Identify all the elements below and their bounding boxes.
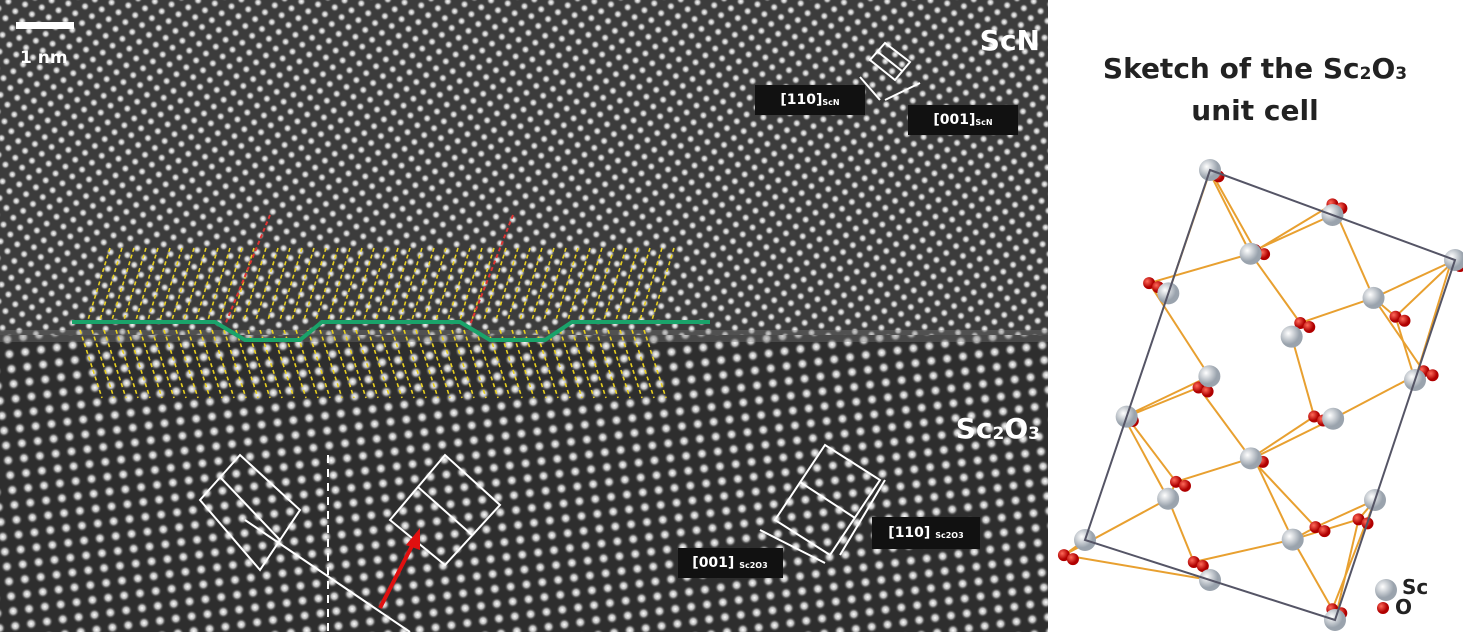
bond xyxy=(1292,337,1314,417)
legend-sc-symbol xyxy=(1375,579,1397,601)
o-atom xyxy=(1067,553,1079,565)
cell-box xyxy=(1085,170,1455,620)
legend-o-symbol xyxy=(1377,602,1389,614)
bond xyxy=(1251,458,1316,527)
bond xyxy=(1254,458,1293,540)
bond xyxy=(1251,254,1301,323)
phase-label-part: O xyxy=(1004,412,1028,445)
direction-label-part: [110] xyxy=(888,525,935,541)
direction-label-part: [001] xyxy=(692,555,739,571)
direction-label-part: ScN xyxy=(975,118,992,127)
phase-label-part: 3 xyxy=(1028,424,1040,444)
o-atom xyxy=(1427,369,1439,381)
phase-label-part: Sc xyxy=(956,412,993,445)
bond xyxy=(1293,540,1333,610)
bond xyxy=(1300,298,1373,323)
direction-label-part: 3 xyxy=(958,531,964,540)
direction-label-part: Sc xyxy=(935,531,946,540)
bond xyxy=(1374,262,1451,298)
direction-label-part: [001] xyxy=(933,112,975,128)
sc2o3-lattice xyxy=(0,335,1048,632)
bond xyxy=(1149,254,1251,283)
scn-lattice xyxy=(0,0,1048,335)
o-atom xyxy=(1318,525,1330,537)
scale-bar xyxy=(16,22,74,29)
sc-atom xyxy=(1198,365,1220,387)
sketch-title-part: O xyxy=(1371,52,1395,85)
sc-atom xyxy=(1240,447,1262,469)
bond xyxy=(1374,298,1424,371)
sc-atom xyxy=(1363,287,1385,309)
bond xyxy=(1199,388,1251,459)
sketch-title-part: 3 xyxy=(1395,64,1407,84)
sc-atom xyxy=(1282,529,1304,551)
scale-bar-label: 1 nm xyxy=(20,48,68,68)
sc-atom xyxy=(1240,243,1262,265)
unit-cell-sketch xyxy=(1058,159,1463,631)
sketch-title: Sketch of the Sc2O3 xyxy=(1103,52,1407,85)
direction-label-part: 3 xyxy=(762,561,768,570)
bond xyxy=(1124,417,1168,499)
sc-atom xyxy=(1281,326,1303,348)
phase-label: ScN xyxy=(980,24,1040,57)
phase-label-part: 2 xyxy=(993,424,1005,444)
sketch-title-part: 2 xyxy=(1360,64,1372,84)
legend-label: O xyxy=(1395,595,1412,619)
sketch-title-part: Sketch of the Sc xyxy=(1103,52,1360,85)
bond xyxy=(1176,458,1251,481)
o-atom xyxy=(1303,321,1315,333)
o-atom xyxy=(1398,315,1410,327)
legend-label-part: O xyxy=(1395,595,1412,619)
bond xyxy=(1194,540,1293,562)
sc-atom xyxy=(1322,408,1344,430)
bond xyxy=(1251,204,1333,253)
figure: 1 nmScNSc2O3[110]ScN[001]ScN[001] Sc2O3[… xyxy=(0,0,1463,632)
bond xyxy=(1127,388,1199,417)
bond xyxy=(1064,555,1210,580)
direction-label-part: ScN xyxy=(822,98,839,107)
sc-atom xyxy=(1157,488,1179,510)
sketch-title-part: unit cell xyxy=(1191,94,1318,127)
phase-label-part: ScN xyxy=(980,24,1040,57)
direction-label-part: [110] xyxy=(780,92,822,108)
bond xyxy=(1210,172,1251,253)
bond xyxy=(1251,417,1314,459)
o-atom xyxy=(1179,480,1191,492)
direction-label-part: Sc xyxy=(739,561,750,570)
sketch-title: unit cell xyxy=(1191,94,1318,127)
o-atom xyxy=(1202,386,1214,398)
